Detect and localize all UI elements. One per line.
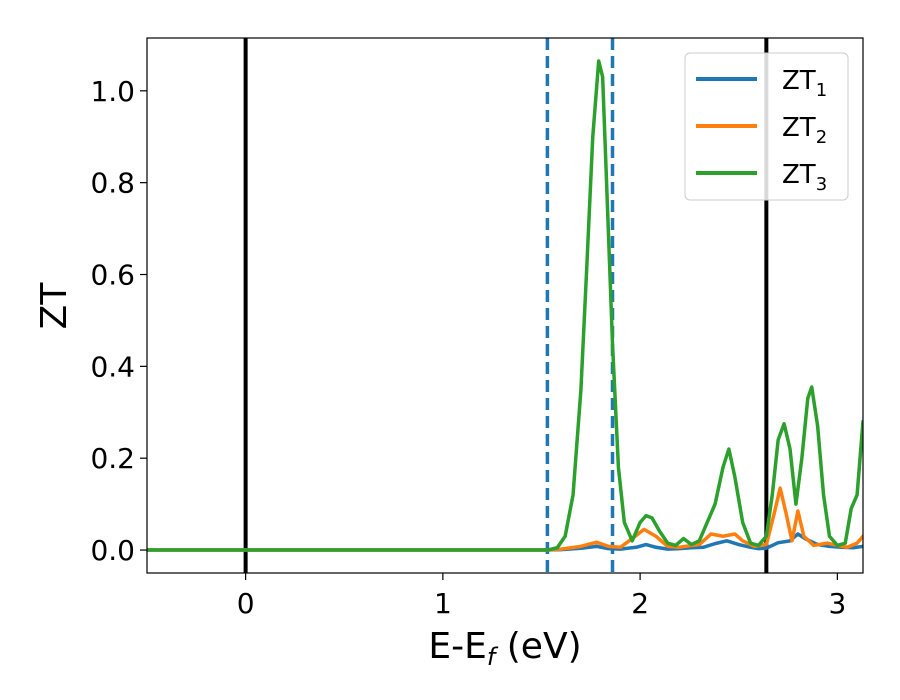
y-tick-label: 0.8: [90, 167, 135, 200]
series-line-zt3: [147, 59, 863, 552]
plot-frame: [146, 37, 864, 574]
series-line-zt2: [147, 486, 863, 552]
y-tick-label: 0.2: [90, 442, 135, 475]
y-tick-label: 0.0: [90, 534, 135, 567]
x-tick-label: 2: [631, 587, 649, 620]
series-layer: [147, 59, 863, 552]
x-axis-title: E-Ef (eV): [428, 626, 581, 671]
x-axis-title-unit: (eV): [495, 626, 581, 667]
y-tick-label: 1.0: [90, 75, 135, 108]
x-tick-label: 0: [237, 587, 255, 620]
y-axis-title: ZT: [34, 282, 75, 330]
legend-box: [684, 52, 849, 201]
y-axis: 0.0 0.2 0.4 0.6 0.8 1.0: [90, 75, 147, 567]
legend-label-zt1: ZT1: [782, 66, 827, 101]
legend: ZT1 ZT2 ZT3: [684, 52, 849, 201]
y-tick-label: 0.6: [90, 259, 135, 292]
x-tick-label: 1: [434, 587, 452, 620]
legend-label-zt2: ZT2: [782, 113, 827, 148]
legend-label-zt3: ZT3: [782, 160, 827, 195]
x-tick-label: 3: [828, 587, 846, 620]
x-axis: 0 1 2 3: [237, 573, 846, 620]
y-tick-label: 0.4: [90, 350, 135, 383]
